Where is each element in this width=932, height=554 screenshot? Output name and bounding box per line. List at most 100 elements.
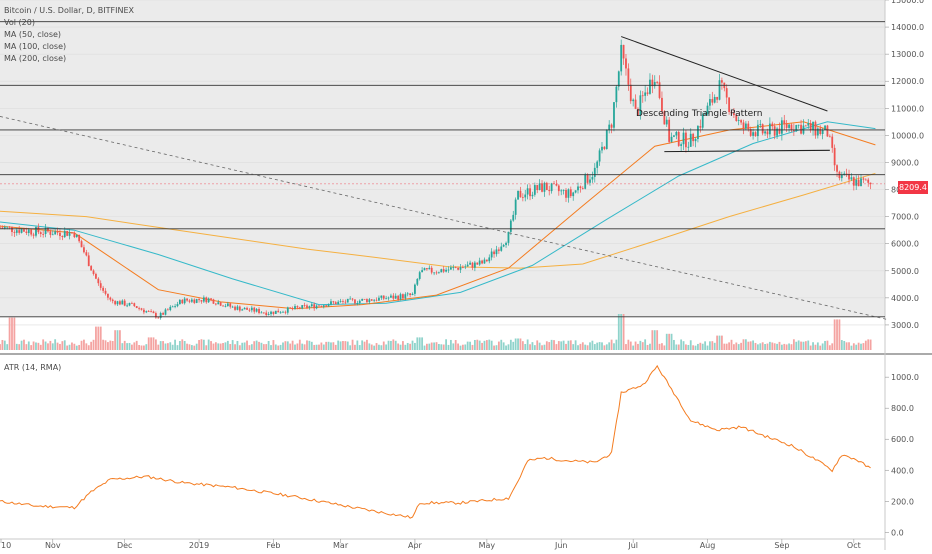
candle-body <box>430 267 433 273</box>
ma100-line <box>0 121 876 306</box>
volume-bar <box>361 340 364 350</box>
candle-body <box>533 185 536 195</box>
volume-bar <box>368 343 371 350</box>
volume-bar <box>342 341 344 350</box>
volume-bar <box>238 345 241 350</box>
candle-body <box>111 299 114 302</box>
candle-body <box>716 97 719 100</box>
volume-bar <box>231 340 234 350</box>
volume-bar <box>260 342 263 350</box>
candle-body <box>512 214 515 221</box>
volume-bar <box>680 339 683 350</box>
volume-bar <box>497 341 500 350</box>
candle-body <box>75 234 78 238</box>
candle-body <box>567 189 570 198</box>
candle-body <box>272 311 275 314</box>
volume-bar <box>682 341 685 350</box>
candle-body <box>390 295 392 298</box>
volume-bar <box>378 344 380 350</box>
candle-body <box>39 232 42 234</box>
volume-bar <box>780 344 783 350</box>
candle-body <box>658 82 661 98</box>
candle-body <box>145 311 148 313</box>
volume-bar <box>210 341 212 350</box>
time-tick-label: Feb <box>266 541 280 550</box>
candle-body <box>646 92 649 94</box>
volume-bar <box>258 341 260 350</box>
volume-bar <box>867 339 870 350</box>
candle-body <box>581 188 584 189</box>
volume-bar <box>855 344 858 350</box>
volume-bar <box>202 339 205 350</box>
candle-body <box>30 229 33 235</box>
candle-body <box>394 295 397 299</box>
candle-body <box>785 123 788 128</box>
volume-bar <box>385 344 388 350</box>
candle-body <box>354 299 356 304</box>
candle-body <box>265 312 268 315</box>
volume-bar <box>848 342 850 350</box>
candle-body <box>95 273 97 279</box>
volume-bar <box>109 340 112 350</box>
volume-bar <box>553 340 555 350</box>
candle-body <box>418 272 421 279</box>
candle-body <box>699 125 702 128</box>
volume-bar <box>334 344 337 350</box>
volume-bar <box>761 342 764 350</box>
candle-body <box>1 227 4 229</box>
volume-bar <box>349 345 352 350</box>
volume-bar <box>126 343 129 350</box>
candle-body <box>286 307 289 313</box>
candle-body <box>253 307 256 312</box>
volume-bar <box>190 345 193 350</box>
candle-body <box>116 301 119 305</box>
volume-bar <box>296 343 299 350</box>
volume-bar <box>545 341 548 350</box>
candle-body <box>579 186 582 189</box>
volume-bar <box>366 339 368 350</box>
candle-body <box>689 133 692 147</box>
candle-body <box>59 232 61 237</box>
candle-body <box>119 301 121 305</box>
candle-body <box>284 311 287 313</box>
volume-bar <box>75 345 78 350</box>
volume-bar <box>303 344 306 350</box>
candle-body <box>706 105 709 114</box>
volume-bar <box>478 340 481 350</box>
candle-body <box>327 304 330 307</box>
candle-body <box>366 299 368 303</box>
volume-bar <box>114 330 117 350</box>
candle-body <box>315 305 318 309</box>
candle-body <box>188 300 191 302</box>
candle-body <box>260 312 263 314</box>
candle-body <box>402 294 404 299</box>
volume-bar <box>214 342 217 350</box>
volume-bar <box>569 340 572 350</box>
candle-body <box>258 308 260 314</box>
candle-body <box>768 123 771 135</box>
volume-bar <box>833 319 836 350</box>
candle-body <box>759 124 762 126</box>
time-tick-label: Dec <box>117 541 132 550</box>
volume-bar <box>783 343 786 350</box>
volume-bar <box>610 339 613 350</box>
volume-bar <box>250 344 253 350</box>
candle-body <box>543 182 546 192</box>
volume-bar <box>224 342 227 350</box>
candle-body <box>378 297 380 301</box>
volume-bar <box>840 340 843 350</box>
candle-body <box>577 186 579 191</box>
candle-body <box>541 183 543 192</box>
volume-bar <box>591 340 594 350</box>
candle-body <box>222 305 224 307</box>
volume-bar <box>18 344 21 350</box>
candle-body <box>224 305 227 307</box>
volume-bar <box>733 344 735 350</box>
volume-bar <box>205 345 208 350</box>
volume-bar <box>54 339 57 350</box>
candle-body <box>553 183 555 185</box>
volume-bar <box>469 341 471 350</box>
dashed-trendline <box>0 116 888 320</box>
volume-bar <box>473 339 476 350</box>
indicator-ma200: MA (200, close) <box>4 54 67 63</box>
